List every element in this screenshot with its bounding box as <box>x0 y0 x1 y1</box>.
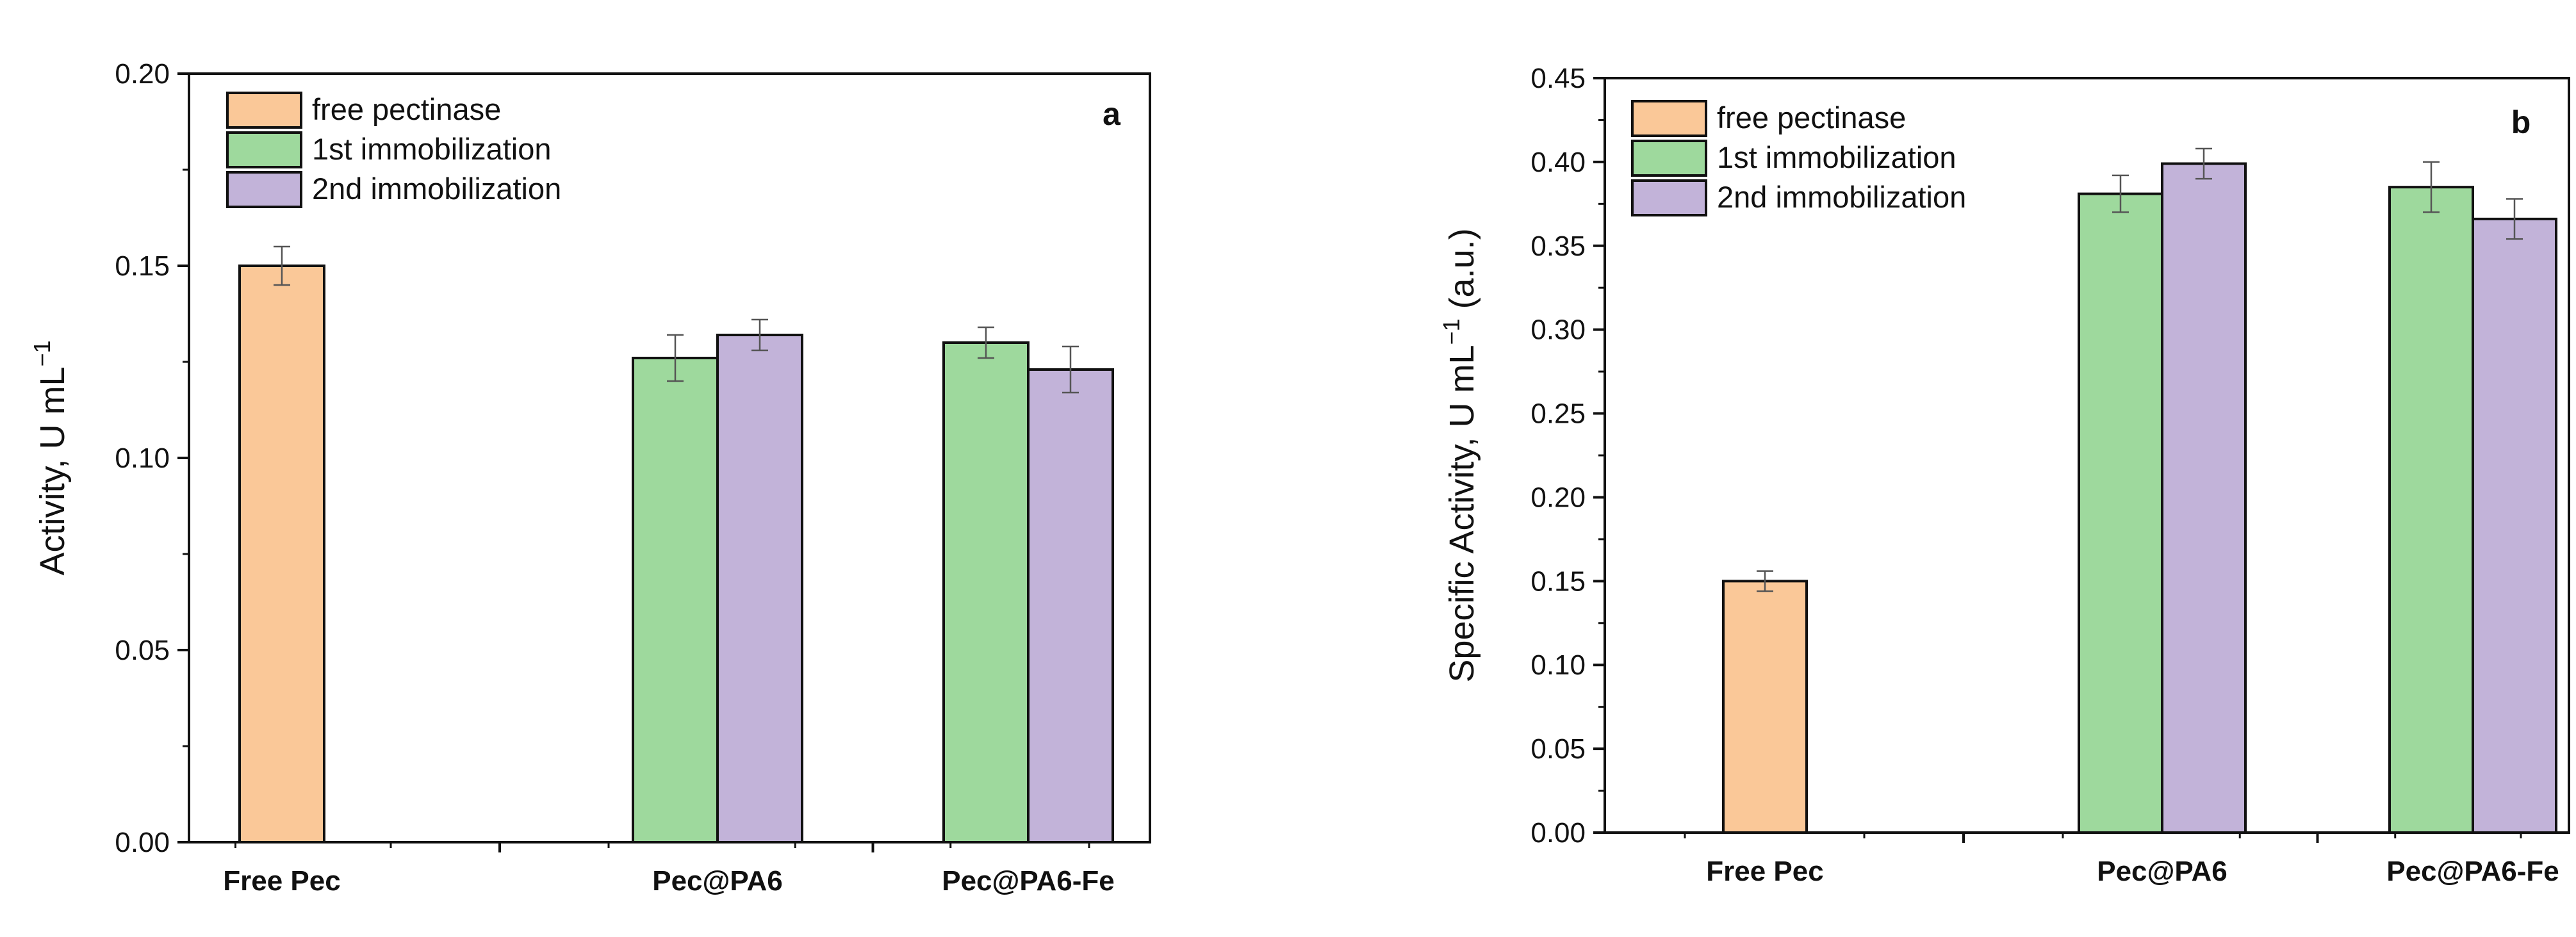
bar-1st-immobilization <box>2388 186 2474 834</box>
y-tick-label: 0.30 <box>1530 314 1586 346</box>
y-tick-label: 0.05 <box>1530 733 1586 765</box>
legend-swatch <box>1631 140 1707 177</box>
bar-2nd-immobilization <box>2161 162 2247 834</box>
legend-swatch <box>226 131 302 168</box>
panel-a-error-bars <box>274 245 1079 394</box>
y-tick-label: 0.00 <box>1530 817 1586 849</box>
panel-b-bars <box>1722 162 2557 835</box>
bar-free-pectinase <box>238 265 325 843</box>
panel-b-legend: free pectinase 1st immobilization 2nd immo… <box>1631 100 1966 216</box>
y-tick-label: 0.35 <box>1530 231 1586 262</box>
legend-swatch <box>226 171 302 208</box>
panel-a: 0.00 0.05 0.10 0.15 0.20 Free Pec Pec@PA6 Pec@… <box>29 58 1151 897</box>
legend-label: free pectinase <box>1717 101 1906 134</box>
y-tick-label: 0.15 <box>1530 566 1586 597</box>
panel-b-x-tick-labels: Free Pec Pec@PA6 Pec@PA6-Fe <box>1706 856 2559 887</box>
panel-b-y-axis-title: Specific Activity, U mL−1 (a.u.) <box>1438 228 1481 682</box>
y-tick-label: 0.10 <box>115 443 170 474</box>
y-tick-label: 0.15 <box>115 250 170 282</box>
x-tick-label: Free Pec <box>1706 856 1823 887</box>
bar-2nd-immobilization <box>716 334 803 843</box>
panel-a-legend: free pectinase 1st immobilization 2nd immo… <box>226 92 561 208</box>
legend-label: free pectinase <box>312 92 501 126</box>
legend-swatch <box>226 92 302 129</box>
legend-label: 1st immobilization <box>312 132 552 166</box>
panel-b-x-axis <box>1684 833 2522 843</box>
legend-label: 2nd immobilization <box>1717 180 1966 214</box>
legend-swatch <box>1631 179 1707 216</box>
panel-a-label: a <box>1103 96 1121 132</box>
bar-1st-immobilization <box>632 357 719 843</box>
panel-a-x-tick-labels: Free Pec Pec@PA6 Pec@PA6-Fe <box>223 865 1115 897</box>
y-tick-label: 0.10 <box>1530 649 1586 681</box>
y-tick-label: 0.20 <box>115 58 170 90</box>
bar-2nd-immobilization <box>2472 217 2557 835</box>
y-tick-label: 0.45 <box>1530 63 1586 94</box>
panel-b-error-bars <box>1757 147 2523 592</box>
y-tick-label: 0.20 <box>1530 482 1586 513</box>
panel-a-y-axis: 0.00 0.05 0.10 0.15 0.20 <box>115 58 189 858</box>
bar-free-pectinase <box>1722 580 1808 834</box>
bar-2nd-immobilization <box>1027 368 1114 843</box>
bar-1st-immobilization <box>2078 192 2163 835</box>
x-tick-label: Pec@PA6-Fe <box>2386 856 2559 887</box>
legend-label: 2nd immobilization <box>312 172 561 206</box>
panel-a-y-axis-title: Activity, U mL−1 <box>29 340 72 575</box>
y-tick-label: 0.05 <box>115 635 170 666</box>
legend-label: 1st immobilization <box>1717 140 1957 174</box>
x-tick-label: Pec@PA6 <box>652 865 783 897</box>
panel-a-bars <box>238 265 1114 843</box>
y-tick-label: 0.40 <box>1530 147 1586 178</box>
legend-swatch <box>1631 100 1707 137</box>
y-tick-label: 0.00 <box>115 827 170 858</box>
x-tick-label: Pec@PA6 <box>2097 856 2227 887</box>
panel-b-y-axis: 0.00 0.05 0.10 0.15 0.20 0.25 0.30 0.35 0.40 0.45 <box>1530 63 1605 849</box>
bar-1st-immobilization <box>942 341 1030 843</box>
panel-b-label: b <box>2511 104 2531 140</box>
x-tick-label: Free Pec <box>223 865 340 897</box>
panel-a-x-axis <box>234 842 1090 852</box>
x-tick-label: Pec@PA6-Fe <box>942 865 1115 897</box>
panel-b: 0.00 0.05 0.10 0.15 0.20 0.25 0.30 0.35 0.40 0.45… <box>1438 63 2570 887</box>
y-tick-label: 0.25 <box>1530 398 1586 430</box>
